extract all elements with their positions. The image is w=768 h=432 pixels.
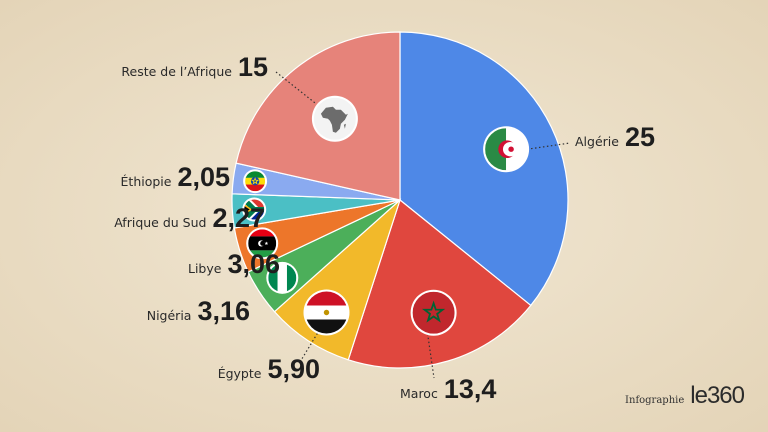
- slice-name: Maroc: [400, 386, 442, 401]
- slice-name: Égypte: [218, 366, 266, 381]
- slice-icons: [242, 95, 530, 336]
- le360-logo: le360: [690, 382, 745, 409]
- south-africa-flag-icon: [242, 197, 267, 222]
- africa-map-icon: [311, 95, 358, 142]
- slice-name: Algérie: [575, 134, 623, 149]
- slice-name: Reste de l’Afrique: [121, 64, 236, 79]
- slice-name: Afrique du Sud: [114, 215, 210, 230]
- pie-slice-maroc: [347, 198, 532, 369]
- slice-label-libye: Libye 3,06: [188, 249, 280, 279]
- slice-name: Nigéria: [147, 308, 196, 323]
- leader-line: [426, 333, 435, 379]
- slice-value: 2,27: [212, 203, 265, 233]
- ethiopia-flag-icon: [243, 169, 268, 194]
- slice-value: 5,90: [267, 354, 320, 384]
- slice-label-reste-de-l-afrique: Reste de l’Afrique 15: [121, 52, 268, 82]
- slice-name: Éthiopie: [121, 174, 176, 189]
- libya-flag-icon: [246, 227, 279, 260]
- morocco-flag-icon: [410, 289, 457, 336]
- slice-label-egypte: Égypte 5,90: [218, 354, 320, 384]
- slice-label-algerie: Algérie 25: [575, 122, 655, 152]
- slice-value: 15: [238, 52, 268, 82]
- slice-labels: Algérie 25 Maroc 13,4 Égypte 5,90 Nigéria 3…: [114, 52, 655, 404]
- slice-label-nigeria: Nigéria 3,16: [147, 296, 250, 326]
- slice-label-ethiopie: Éthiopie 2,05: [121, 162, 230, 192]
- slice-name: Libye: [188, 261, 225, 276]
- slice-value: 3,16: [197, 296, 250, 326]
- pie-slices: [231, 31, 569, 369]
- leader-line: [275, 71, 317, 105]
- slice-value: 25: [625, 122, 655, 152]
- slice-value: 2,05: [177, 162, 230, 192]
- nigeria-flag-icon: [266, 261, 299, 294]
- credit: Infographie le360: [625, 382, 745, 410]
- egypt-flag-icon: [303, 289, 350, 336]
- leader-line: [526, 142, 571, 150]
- slice-label-afrique-du-sud: Afrique du Sud 2,27: [114, 203, 265, 233]
- slice-value: 3,06: [227, 249, 280, 279]
- credit-label: Infographie: [625, 395, 685, 406]
- slice-value: 13,4: [444, 374, 497, 404]
- pie-slice-algerie: [399, 31, 569, 307]
- slice-label-maroc: Maroc 13,4: [400, 374, 496, 404]
- leader-lines: [275, 71, 571, 379]
- algeria-flag-icon: [483, 126, 530, 173]
